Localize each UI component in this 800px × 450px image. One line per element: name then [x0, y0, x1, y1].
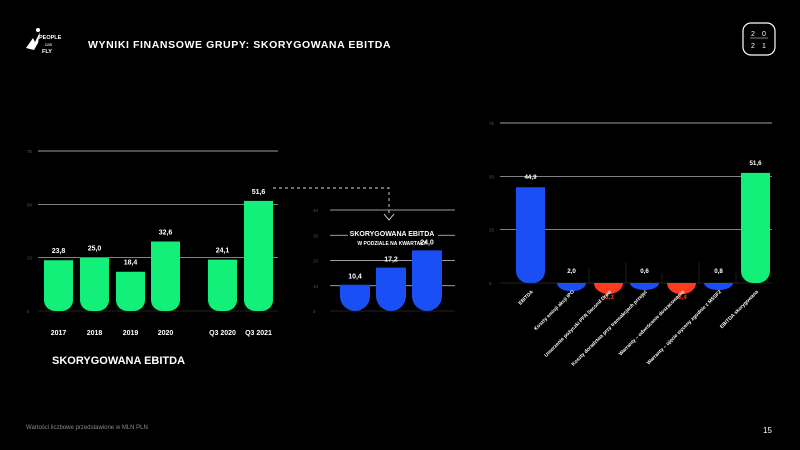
ebitda-bridge-chart: 0 25 50 75 44,9 EBITDA 2,0 Koszty emisji akcji … [489, 121, 772, 367]
page-number: 15 [763, 426, 772, 435]
data-label: 18,4 [124, 260, 138, 267]
y-tick-label: 0 [313, 309, 316, 314]
data-label: -3,3 [603, 294, 614, 301]
data-label: 10,4 [348, 274, 362, 281]
footnote: Wartości liczbowe przedstawione w MLN PL… [26, 425, 148, 431]
data-label: 44,9 [524, 174, 537, 181]
bar [116, 271, 145, 311]
bar [704, 283, 733, 290]
logo-text-line1: PEOPLE [39, 35, 62, 41]
x-tick-label: Umorzenie pożyczki PFR Second Draw [543, 289, 613, 359]
bar [412, 250, 442, 311]
y-tick-label: 10 [313, 284, 319, 289]
data-label: 25,0 [88, 246, 102, 253]
x-tick-label: Q3 2021 [245, 330, 272, 337]
annual-ebitda-chart: 0 25 50 75 23,8 2017 25,0 2018 18,4 2019 32,6 2020 2… [27, 149, 278, 367]
y-tick-label: 0 [27, 309, 30, 314]
data-label: 24,1 [216, 248, 230, 255]
bar [376, 267, 406, 311]
connector-arrow [273, 187, 390, 214]
y-tick-label: 0 [489, 281, 492, 286]
data-label: 51,6 [252, 189, 266, 196]
company-logo: PEOPLE can FLY [26, 28, 62, 55]
bar [667, 283, 696, 295]
x-tick-label: 2019 [123, 330, 139, 337]
data-label: 51,6 [749, 160, 762, 167]
x-tick-label: 2018 [87, 330, 103, 337]
y-tick-label: 20 [313, 259, 319, 264]
bar [44, 260, 73, 311]
bar [151, 241, 180, 311]
x-tick-label: Q3 2020 [209, 330, 236, 337]
y-tick-label: 75 [27, 149, 33, 154]
bar [244, 200, 273, 311]
year-badge-logo: 2 0 2 1 [742, 22, 776, 56]
year-digit-3: 2 [751, 43, 755, 50]
chart-title: SKORYGOWANA EBITDA [52, 355, 185, 367]
x-tick-label: Koszty emisji akcji IPO [533, 289, 576, 332]
bar [594, 283, 623, 295]
bar [80, 257, 109, 311]
chart-subtitle: W PODZIALE NA KWARTAŁY [357, 241, 427, 247]
bar [516, 187, 545, 283]
quarterly-ebitda-chart: 0 10 20 30 40 SKORYGOWANA EBITDA W PODZIALE NA… [313, 208, 455, 314]
x-tick-label: EBITDA skorygowana [719, 289, 760, 330]
chart-title-background [348, 225, 438, 250]
year-digit-1: 2 [751, 31, 755, 38]
bar [557, 283, 586, 292]
data-label: 24,0 [420, 239, 434, 246]
connector-arrowhead [383, 213, 395, 221]
data-label: 23,8 [52, 248, 66, 255]
y-tick-label: 50 [489, 174, 495, 179]
data-label: 17,2 [384, 257, 398, 264]
bar [630, 283, 659, 290]
x-tick-label: 2020 [158, 330, 174, 337]
year-digit-2: 0 [762, 31, 766, 38]
data-label: 32,6 [159, 229, 173, 236]
bar [208, 259, 237, 311]
x-tick-label: Warranty – odwrócenie doszacowania [618, 289, 686, 357]
y-tick-label: 40 [313, 208, 319, 213]
logo-text-line2: can [45, 42, 53, 47]
data-label: -3,4 [676, 294, 687, 301]
y-tick-label: 30 [313, 233, 319, 238]
data-label: 2,0 [567, 268, 576, 275]
x-tick-label: 2017 [51, 330, 67, 337]
y-tick-label: 25 [489, 228, 495, 233]
page-title: WYNIKI FINANSOWE GRUPY: SKORYGOWANA EBIT… [88, 39, 392, 51]
data-label: 0,8 [714, 268, 723, 275]
x-tick-label: EBITDA [518, 289, 536, 307]
y-tick-label: 50 [27, 202, 33, 207]
bar [741, 172, 770, 283]
data-label: 0,6 [640, 268, 649, 275]
bar [340, 284, 370, 311]
year-digit-4: 1 [762, 43, 766, 50]
y-tick-label: 75 [489, 121, 495, 126]
logo-text-line3: FLY [42, 49, 52, 55]
chart-title: SKORYGOWANA EBITDA [350, 231, 435, 238]
y-tick-label: 25 [27, 256, 33, 261]
